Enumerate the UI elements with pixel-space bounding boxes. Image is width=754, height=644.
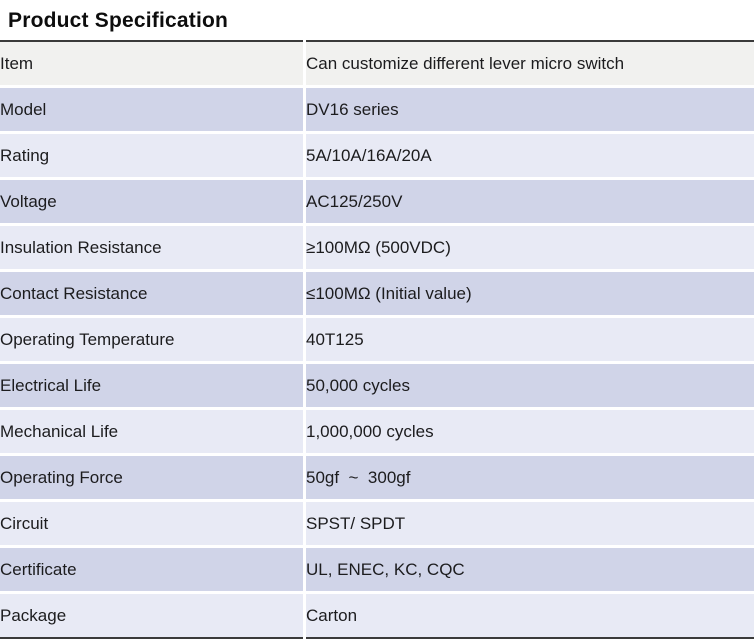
spec-key-cell: Insulation Resistance (0, 224, 306, 272)
table-row: Circuit SPST/ SPDT (0, 500, 754, 548)
spec-key-cell: Operating Force (0, 454, 306, 502)
spec-value-cell: DV16 series (304, 86, 754, 134)
table-row: Voltage AC125/250V (0, 178, 754, 226)
table-row: Rating 5A/10A/16A/20A (0, 132, 754, 180)
spec-key-cell: Rating (0, 132, 306, 180)
spec-value-cell: 1,000,000 cycles (304, 408, 754, 456)
table-row: Item Can customize different lever micro… (0, 41, 754, 88)
spec-key-cell: Contact Resistance (0, 270, 306, 318)
table-row: Mechanical Life 1,000,000 cycles (0, 408, 754, 456)
spec-key-cell: Voltage (0, 178, 306, 226)
spec-value-cell: 50gf ~ 300gf (304, 454, 754, 502)
spec-key-cell: Mechanical Life (0, 408, 306, 456)
spec-key-cell: Model (0, 86, 306, 134)
spec-value-cell: 40T125 (304, 316, 754, 364)
table-row: Package Carton (0, 592, 754, 638)
table-row: Insulation Resistance ≥100MΩ (500VDC) (0, 224, 754, 272)
spec-value-cell: SPST/ SPDT (304, 500, 754, 548)
spec-key-cell: Circuit (0, 500, 306, 548)
table-row: Contact Resistance ≤100MΩ (Initial value… (0, 270, 754, 318)
spec-table-body: Item Can customize different lever micro… (0, 41, 754, 638)
spec-value-cell: AC125/250V (304, 178, 754, 226)
page-title: Product Specification (8, 9, 229, 32)
table-row: Electrical Life 50,000 cycles (0, 362, 754, 410)
spec-value-cell: ≥100MΩ (500VDC) (304, 224, 754, 272)
spec-value-cell: Carton (304, 592, 754, 638)
spec-key-cell: Certificate (0, 546, 306, 594)
spec-key-cell: Operating Temperature (0, 316, 306, 364)
spec-value-cell: 5A/10A/16A/20A (304, 132, 754, 180)
spec-value-cell: 50,000 cycles (304, 362, 754, 410)
spec-key-cell: Electrical Life (0, 362, 306, 410)
table-row: Operating Force 50gf ~ 300gf (0, 454, 754, 502)
spec-value-cell: ≤100MΩ (Initial value) (304, 270, 754, 318)
table-row: Certificate UL, ENEC, KC, CQC (0, 546, 754, 594)
spec-key-cell: Item (0, 41, 306, 88)
table-row: Model DV16 series (0, 86, 754, 134)
spec-key-cell: Package (0, 592, 306, 638)
table-row: Operating Temperature 40T125 (0, 316, 754, 364)
spec-table: Item Can customize different lever micro… (0, 40, 754, 639)
spec-value-cell: UL, ENEC, KC, CQC (304, 546, 754, 594)
spec-value-cell: Can customize different lever micro swit… (304, 41, 754, 88)
